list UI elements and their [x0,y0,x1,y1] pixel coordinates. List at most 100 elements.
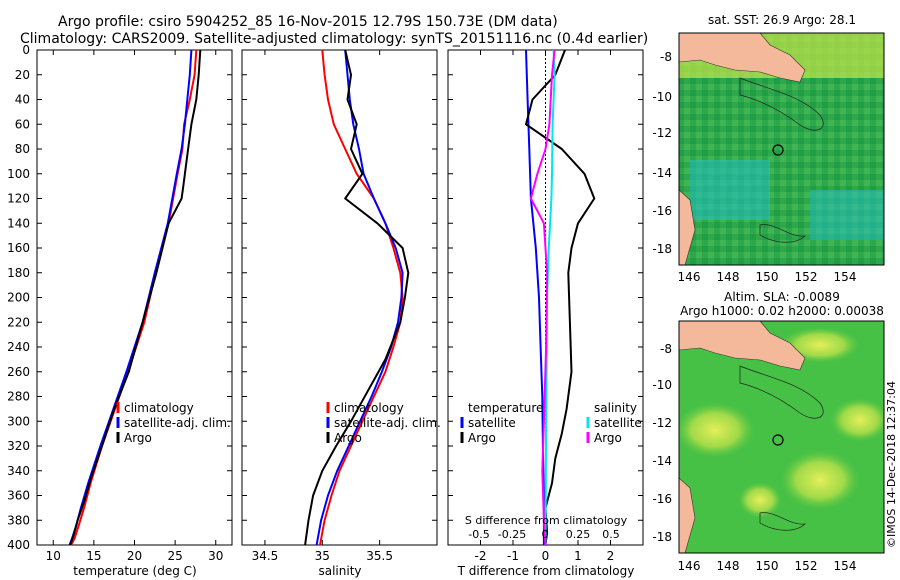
depth-tick-label: 320 [7,439,30,453]
depth-tick-label: 0 [22,43,30,57]
temperature-xlabel: temperature (deg C) [73,564,196,578]
series-line-climatology [70,49,198,546]
s-difference-ticks: -0.5 -0.25 0 0.25 0.5 [468,528,619,541]
salinity-panel: 34.5 35 35.5 [242,49,437,563]
x-tick-label: 1 [574,549,582,563]
x-tick-label: -1 [507,549,519,563]
series-line-t-argo [525,49,596,546]
temperature-legend: climatology satellite-adj. clim. Argo [116,401,231,445]
sla-ytick: -14 [652,454,672,468]
sst-map [679,33,884,265]
sla-map-yticks: -8 -10 -12 -14 -16 -18 [652,342,672,544]
sla-xtick: 152 [795,559,818,573]
sla-anomaly [830,398,884,442]
x-tick-label: 10 [46,549,61,563]
sst-xtick: 146 [678,270,701,284]
legend-argo-label: Argo [124,431,152,445]
legend-climatology-label: climatology [334,401,404,415]
series-line-argo [304,49,410,546]
sla-ytick: -10 [652,378,672,392]
sla-ytick: -12 [652,416,672,430]
sst-ytick: -8 [660,50,672,64]
sla-xtick: 146 [678,559,701,573]
s-tick-2: -0.25 [498,528,526,541]
depth-tick-label: 120 [7,192,30,206]
sst-xtick: 148 [717,270,740,284]
series-line-s-argo [529,49,556,546]
series-line-argo [69,49,202,546]
depth-tick-label: 400 [7,538,30,552]
sla-map-frame [678,320,885,554]
series-line-s-satellite [544,49,556,546]
depth-tick-label: 200 [7,291,30,305]
sst-ytick: -10 [652,90,672,104]
s-tick-4: 0.25 [566,528,591,541]
x-tick-label: 25 [167,549,182,563]
series-line-satellite-adj-clim- [68,49,193,546]
sst-ytick: -18 [652,242,672,256]
island-contour [759,224,807,243]
difference-xlabel: T difference from climatology [457,564,635,578]
x-tick-label: -2 [475,549,487,563]
x-tick-label: 2 [607,549,615,563]
s-difference-label: S difference from climatology [465,514,628,527]
series-line-climatology [319,49,404,546]
legend-t-argo-label: Argo [468,431,496,445]
sla-xtick: 150 [756,559,779,573]
sla-ytick: -8 [660,342,672,356]
difference-legend: temperature satellite Argo salinity sate… [460,401,642,445]
argo-location-marker [772,434,784,446]
series-line-t-satellite [525,49,545,545]
sst-xtick: 150 [756,270,779,284]
legend-s-satellite-label: satellite [594,416,642,430]
reef-contour [739,365,824,419]
legend-s-argo-label: Argo [594,431,622,445]
x-tick-label: 15 [86,549,101,563]
legend-climatology-label: climatology [124,401,194,415]
sst-xtick: 154 [834,270,857,284]
australia-land [679,189,696,265]
argo-location-marker [772,144,784,156]
s-tick-5: 0.5 [602,528,620,541]
australia-land [679,477,696,553]
x-tick-label: 35 [315,549,330,563]
s-tick-3: 0 [542,528,549,541]
sst-xtick: 152 [795,270,818,284]
png-coast-land [679,33,806,83]
sla-ytick: -16 [652,492,672,506]
depth-tick-label: 180 [7,266,30,280]
sla-map [679,321,884,553]
title-line-1: Argo profile: csiro 5904252_85 16-Nov-20… [58,14,558,30]
x-tick-label: 34.5 [252,549,279,563]
sla-map-title-1: Altim. SLA: -0.0089 [724,290,840,304]
temperature-panel: 10 15 20 25 30 [37,49,232,563]
depth-tick-label: 140 [7,216,30,230]
sla-map-title-2: Argo h1000: 0.02 h2000: 0.00038 [680,304,884,318]
depth-tick-label: 20 [15,68,30,82]
legend-salinity-title: salinity [594,401,637,415]
sst-map-yticks: -8 -10 -12 -14 -16 -18 [652,50,672,256]
copyright-stamp: ©IMOS 14-Dec-2018 12:37:04 [885,381,898,548]
depth-tick-label: 300 [7,414,30,428]
png-coast-land [679,321,806,371]
depth-tick-label: 80 [15,142,30,156]
sst-map-frame [678,32,885,266]
x-tick-label: 0 [542,549,550,563]
depth-axis: 0 20 40 60 80 100 120 140 160 180 200 220 240 260 280 3… [7,43,30,552]
sst-map-title: sat. SST: 26.9 Argo: 28.1 [708,13,856,27]
x-tick-label: 30 [208,549,223,563]
depth-tick-label: 240 [7,340,30,354]
sst-ytick: -12 [652,126,672,140]
salinity-legend: climatology satellite-adj. clim. Argo [326,401,441,445]
series-line-satellite-adj-clim- [315,49,404,546]
sst-cool-patch-2 [810,190,884,240]
difference-panel: -2 -1 0 1 2 [448,49,643,563]
title-line-2: Climatology: CARS2009. Satellite-adjuste… [20,31,648,47]
depth-tick-label: 340 [7,464,30,478]
legend-t-satellite-label: satellite [468,416,516,430]
sla-xtick: 154 [834,559,857,573]
depth-tick-label: 100 [7,167,30,181]
depth-tick-label: 360 [7,489,30,503]
sst-map-xticks: 146 148 150 152 154 [678,270,857,284]
